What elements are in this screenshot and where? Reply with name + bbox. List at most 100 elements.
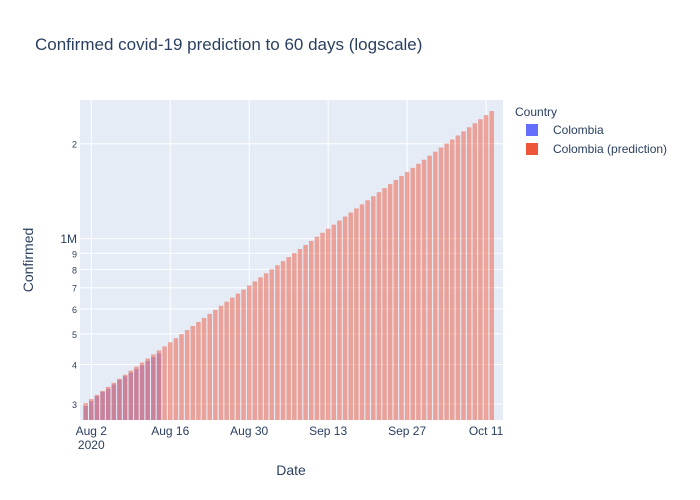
bar xyxy=(286,257,291,420)
bar xyxy=(122,374,128,420)
bar xyxy=(399,175,404,420)
bar xyxy=(235,293,241,420)
bar xyxy=(483,115,489,421)
legend-title: Country xyxy=(515,105,557,119)
bar xyxy=(105,386,111,420)
bar xyxy=(444,143,449,420)
y-tick-label: 3 xyxy=(72,400,77,410)
bar xyxy=(449,139,455,420)
bar xyxy=(230,297,235,420)
bar xyxy=(83,403,88,420)
bar xyxy=(348,212,353,420)
y-tick-label: 5 xyxy=(72,330,77,340)
bar xyxy=(303,244,308,420)
bar xyxy=(89,399,94,420)
plot-area xyxy=(80,100,503,420)
bar xyxy=(100,390,105,420)
legend-swatch xyxy=(526,124,538,136)
legend-swatch xyxy=(526,143,538,155)
x-tick-label: Oct 11 xyxy=(469,424,504,438)
bar xyxy=(393,180,399,420)
legend: Colombia Colombia (prediction) xyxy=(526,123,667,156)
bar xyxy=(382,188,387,420)
bar xyxy=(461,131,466,420)
bar xyxy=(410,167,416,420)
bar xyxy=(433,151,438,420)
x-axis-title: Date xyxy=(276,462,306,478)
bar xyxy=(190,326,196,420)
bar xyxy=(184,330,190,420)
bar xyxy=(134,366,139,420)
bar xyxy=(404,171,410,420)
y-tick-label: 2 xyxy=(72,140,77,150)
y-tick-label: 4 xyxy=(72,361,77,371)
bar xyxy=(376,192,382,420)
bar xyxy=(201,317,207,420)
bars xyxy=(83,111,494,421)
bar xyxy=(472,123,478,421)
bar xyxy=(359,204,365,420)
x-tick-label: Aug 30 xyxy=(230,424,268,438)
bar xyxy=(342,216,348,420)
bar xyxy=(489,111,494,421)
bar xyxy=(94,394,100,420)
bar xyxy=(117,378,122,420)
x-tick-label: Sep 27 xyxy=(388,424,426,438)
y-tick-label: 9 xyxy=(72,249,77,259)
bar xyxy=(280,261,286,420)
bar xyxy=(314,236,320,420)
bar xyxy=(263,273,269,420)
bar xyxy=(213,309,218,420)
y-tick-label: 7 xyxy=(72,284,77,294)
y-tick-label: 6 xyxy=(72,305,77,315)
bar xyxy=(162,346,167,420)
bar xyxy=(151,354,156,420)
bar xyxy=(241,289,246,420)
bar xyxy=(179,334,184,420)
bar xyxy=(337,220,342,420)
bar xyxy=(354,208,359,420)
bar xyxy=(207,313,212,420)
y-tick-label: 8 xyxy=(72,265,77,275)
bar xyxy=(246,285,252,420)
bar xyxy=(269,269,275,420)
x-tick-label: Sep 13 xyxy=(309,424,347,438)
y-tick-label: 1M xyxy=(60,232,77,246)
bar xyxy=(416,163,421,420)
bar xyxy=(156,350,162,420)
bar xyxy=(365,200,370,420)
bar xyxy=(139,362,145,420)
bar xyxy=(292,253,297,420)
bar xyxy=(320,232,325,420)
chart-title: Confirmed covid-19 prediction to 60 days… xyxy=(35,35,422,54)
bar xyxy=(252,281,258,420)
bar xyxy=(128,370,134,420)
bar xyxy=(438,147,444,421)
bar xyxy=(167,342,173,420)
grid xyxy=(80,100,503,420)
x-year-label: 2020 xyxy=(78,438,105,452)
bar xyxy=(218,305,224,420)
legend-label: Colombia (prediction) xyxy=(553,142,667,156)
bar xyxy=(173,338,179,420)
bar xyxy=(308,240,314,420)
bar xyxy=(466,127,472,421)
bar xyxy=(145,358,150,420)
bar xyxy=(196,321,201,420)
bar xyxy=(478,119,483,421)
x-tick-label: Aug 2 xyxy=(76,424,108,438)
bar xyxy=(258,277,263,420)
legend-label: Colombia xyxy=(553,123,604,137)
bar xyxy=(427,155,432,421)
bar xyxy=(111,382,117,420)
bar xyxy=(421,159,427,420)
y-axis-title: Confirmed xyxy=(20,228,36,293)
bar xyxy=(297,248,303,420)
bar xyxy=(275,265,280,420)
bar xyxy=(325,228,331,420)
bar xyxy=(387,184,393,420)
bar xyxy=(224,301,229,420)
bar xyxy=(331,224,337,420)
bar xyxy=(455,135,461,420)
